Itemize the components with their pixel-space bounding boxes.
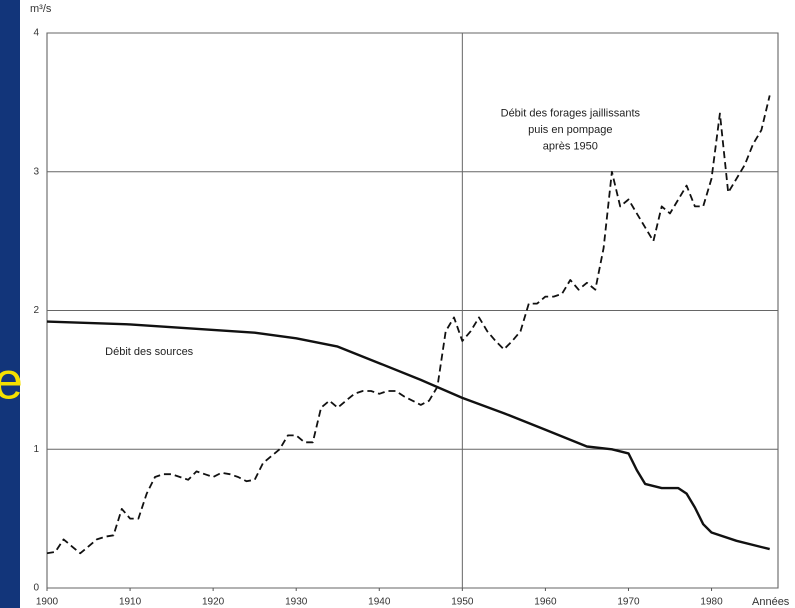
annotation: après 1950: [543, 141, 598, 153]
annotation: Débit des sources: [105, 346, 194, 358]
y-axis-label: m³/s: [30, 3, 52, 15]
y-tick-label: 3: [33, 166, 39, 177]
x-tick-label: 1900: [36, 597, 59, 608]
line-series: [46, 95, 771, 555]
x-axis-label: Années: [752, 596, 790, 608]
slide-text: e: [0, 353, 23, 411]
x-tick-label: 1940: [368, 597, 391, 608]
annotation: Débit des forages jaillissants: [501, 107, 641, 119]
y-tick-label: 2: [33, 305, 39, 316]
x-tick-label: 1980: [700, 597, 723, 608]
x-tick-label: 1950: [451, 597, 474, 608]
y-tick-label: 4: [33, 28, 39, 39]
x-tick-label: 1960: [534, 597, 557, 608]
y-tick-label: 0: [33, 583, 39, 594]
x-tick-label: 1920: [202, 597, 225, 608]
annotation: puis en pompage: [528, 124, 612, 136]
y-tick-label: 1: [33, 444, 39, 455]
x-tick-label: 1970: [617, 597, 640, 608]
x-tick-label: 1910: [119, 597, 142, 608]
slide-strip: [0, 0, 20, 608]
line-series: [46, 320, 770, 551]
x-tick-label: 1930: [285, 597, 308, 608]
